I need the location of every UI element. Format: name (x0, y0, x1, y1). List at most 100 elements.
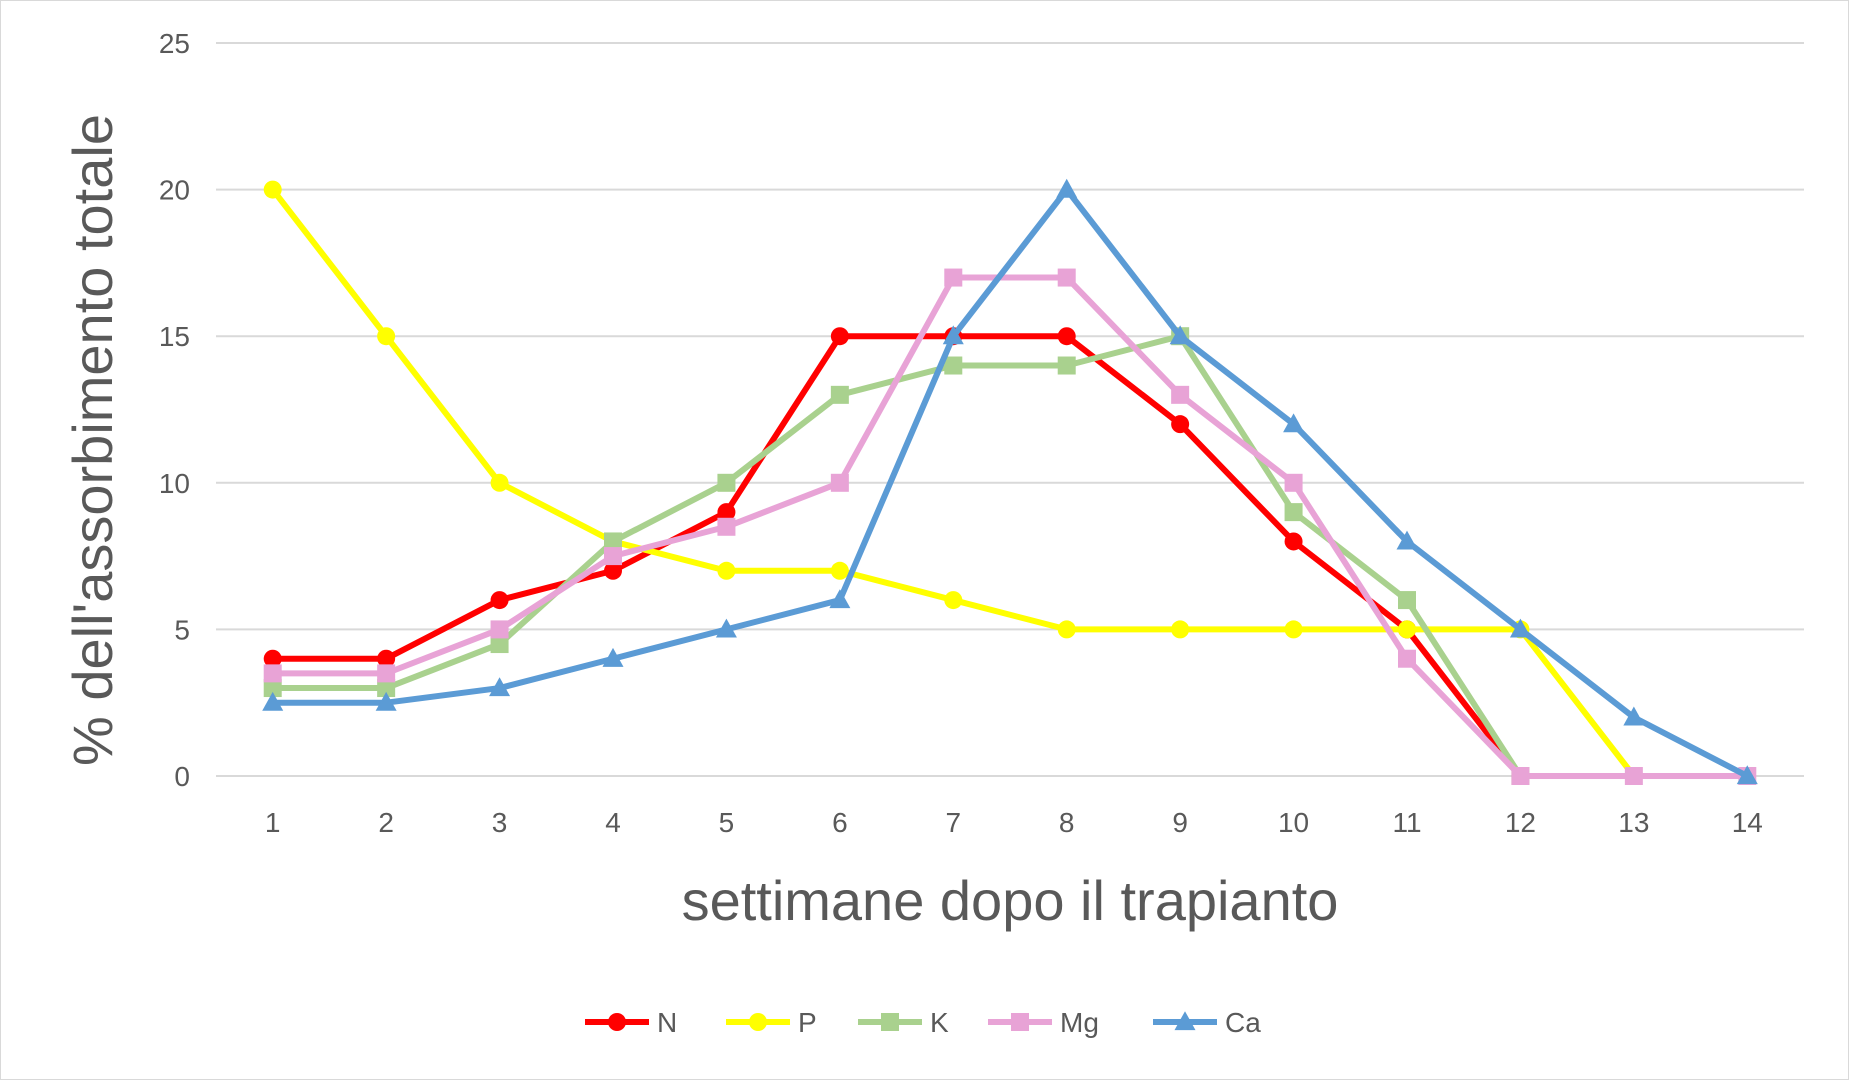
data-point-ca (262, 691, 284, 711)
x-tick-label: 7 (945, 807, 961, 838)
data-point-ca (375, 691, 397, 711)
data-point-p (1057, 620, 1076, 639)
data-point-ca (715, 618, 737, 638)
legend-swatch-marker (1174, 1011, 1196, 1031)
legend-label: Ca (1225, 1007, 1261, 1038)
data-point-n (1057, 327, 1076, 346)
legend-label: Mg (1060, 1007, 1099, 1038)
data-point-mg (1624, 767, 1643, 785)
data-point-ca (602, 647, 624, 667)
data-point-n (1171, 415, 1190, 434)
series-mg (263, 268, 1757, 785)
data-point-p (1284, 620, 1303, 639)
data-point-k (377, 679, 396, 698)
data-point-mg (830, 473, 849, 492)
y-axis-title: % dell'assorbimento totale (61, 114, 124, 766)
data-point-mg (1398, 649, 1416, 668)
data-point-mg (1284, 473, 1303, 492)
y-tick-label: 0 (174, 761, 190, 792)
y-tick-label: 25 (159, 28, 190, 59)
x-tick-label: 6 (832, 807, 848, 838)
x-tick-label: 8 (1059, 807, 1075, 838)
x-tick-label: 5 (719, 807, 735, 838)
x-tick-label: 10 (1278, 807, 1309, 838)
data-point-k (1284, 503, 1303, 522)
data-point-ca (1509, 618, 1531, 638)
y-axis-tick-labels: 0 5 10 15 20 25 (159, 28, 190, 792)
series-line-n (269, 333, 1524, 779)
y-tick-label: 10 (159, 468, 190, 499)
series-ca (262, 178, 1758, 785)
series-line-ca (269, 186, 1751, 779)
x-tick-label: 9 (1172, 807, 1188, 838)
data-point-mg (944, 268, 963, 287)
legend-item-n: N (585, 1007, 677, 1038)
y-tick-label: 15 (159, 321, 190, 352)
data-point-p (1398, 620, 1416, 639)
data-point-k (830, 385, 849, 404)
x-tick-label: 11 (1392, 807, 1421, 838)
x-tick-label: 2 (378, 807, 394, 838)
data-point-ca (1396, 530, 1418, 550)
legend-label: K (930, 1007, 949, 1038)
legend: N P K Mg Ca (585, 1007, 1261, 1038)
legend-item-k: K (858, 1007, 949, 1038)
data-point-p (944, 591, 963, 610)
legend-swatch-marker (881, 1013, 899, 1031)
data-point-k (944, 356, 963, 375)
data-point-n (1284, 532, 1303, 551)
legend-label: N (657, 1007, 677, 1038)
data-point-ca (829, 589, 851, 609)
data-point-k (604, 532, 622, 551)
x-tick-label: 12 (1505, 807, 1536, 838)
x-axis-title: settimane dopo il trapianto (682, 869, 1339, 932)
data-point-k (1057, 356, 1076, 375)
data-point-n (490, 591, 509, 610)
data-point-mg (490, 620, 509, 639)
x-tick-label: 4 (605, 807, 621, 838)
data-point-mg (263, 664, 282, 683)
legend-swatch-marker (608, 1013, 626, 1031)
legend-item-ca: Ca (1153, 1007, 1261, 1038)
data-point-k (1398, 591, 1416, 610)
data-point-n (263, 649, 282, 668)
data-point-p (717, 561, 736, 580)
data-point-mg (1057, 268, 1076, 287)
data-point-ca (1736, 765, 1758, 785)
data-point-mg (604, 547, 622, 566)
y-tick-label: 5 (174, 614, 190, 645)
x-tick-label: 1 (265, 807, 281, 838)
data-point-mg (377, 664, 396, 683)
data-point-n (717, 503, 736, 522)
x-tick-label: 3 (492, 807, 508, 838)
series-lines (262, 178, 1758, 785)
data-point-ca (1169, 325, 1191, 345)
y-tick-label: 20 (159, 175, 190, 206)
data-point-ca (1623, 706, 1645, 726)
series-line-mg (269, 274, 1751, 779)
series-line-k (269, 333, 1524, 779)
data-point-k (717, 473, 736, 492)
data-point-n (377, 649, 396, 668)
data-point-ca (1283, 413, 1305, 433)
legend-label: P (798, 1007, 817, 1038)
legend-item-p: P (726, 1007, 817, 1038)
data-point-p (490, 473, 509, 492)
x-tick-label: 14 (1732, 807, 1763, 838)
data-point-ca (1056, 178, 1078, 198)
data-point-p (377, 327, 396, 346)
data-point-p (830, 561, 849, 580)
data-point-mg (1511, 767, 1530, 785)
data-point-k (263, 679, 282, 698)
data-point-mg (1171, 385, 1190, 404)
data-point-ca (942, 325, 964, 345)
legend-swatch-marker (749, 1013, 767, 1031)
data-point-n (604, 561, 622, 580)
data-point-k (490, 635, 509, 654)
x-axis-tick-labels: 1 2 3 4 5 6 7 8 9 10 11 12 13 14 (265, 807, 1763, 838)
data-point-ca (489, 677, 511, 697)
data-point-p (263, 180, 282, 199)
data-point-mg (717, 517, 736, 536)
